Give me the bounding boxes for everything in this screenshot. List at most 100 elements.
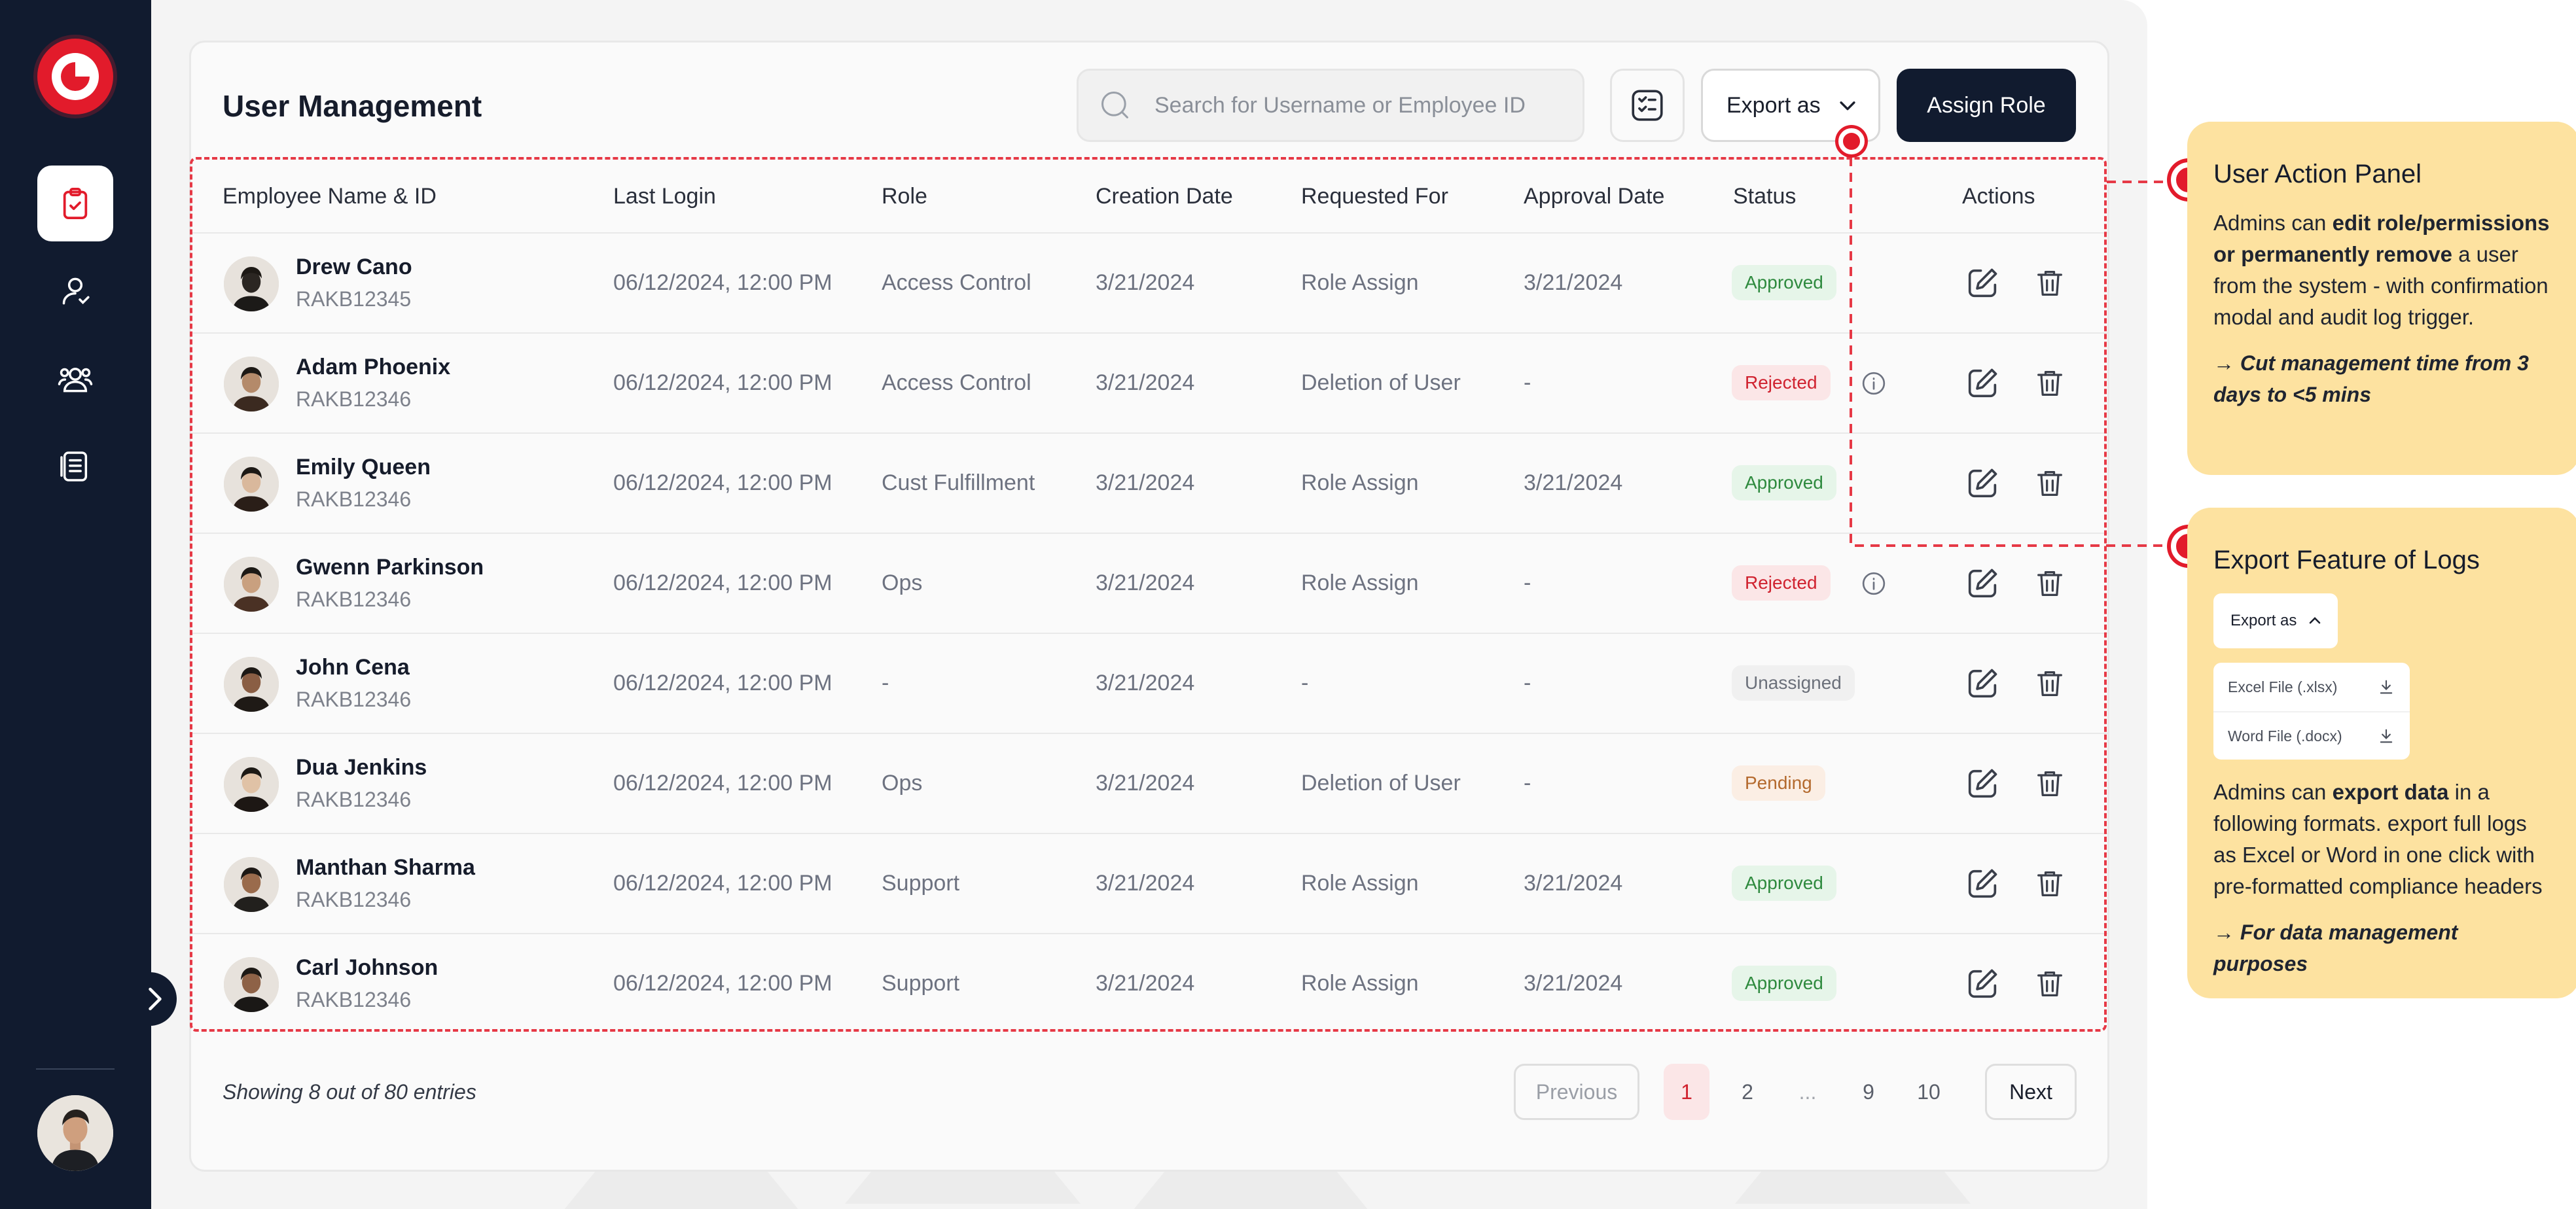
search-box[interactable] <box>1077 69 1584 142</box>
edit-icon[interactable] <box>1963 765 2001 803</box>
requested-for: Role Assign <box>1301 570 1419 595</box>
entries-count: Showing 8 out of 80 entries <box>223 1080 476 1104</box>
edit-icon[interactable] <box>1963 364 2001 402</box>
search-input[interactable] <box>1154 92 1560 118</box>
creation-date: 3/21/2024 <box>1096 470 1195 495</box>
employee-avatar <box>224 457 279 512</box>
edit-icon[interactable] <box>1963 565 2001 603</box>
table-row: Carl Johnson RAKB12346 06/12/2024, 12:00 P… <box>191 933 2107 1033</box>
table-row: Manthan Sharma RAKB12346 06/12/2024, 12:00… <box>191 833 2107 933</box>
approval-date: 3/21/2024 <box>1524 971 1623 996</box>
role: Support <box>882 871 960 896</box>
role: Ops <box>882 771 923 796</box>
status-badge: Unassigned <box>1732 665 1855 701</box>
employee-avatar <box>224 357 279 412</box>
employee-name[interactable]: John Cena <box>296 655 410 680</box>
nav-logs[interactable] <box>37 429 113 504</box>
page-1[interactable]: 1 <box>1664 1064 1709 1120</box>
status-badge: Approved <box>1732 465 1836 500</box>
nav-user[interactable] <box>37 253 113 329</box>
callout-title: Export Feature of Logs <box>2213 546 2480 574</box>
last-login: 06/12/2024, 12:00 PM <box>613 771 832 796</box>
page-9[interactable]: 9 <box>1863 1079 1874 1104</box>
table-row: Emily Queen RAKB12346 06/12/2024, 12:00 PM… <box>191 432 2107 533</box>
sidebar-divider <box>36 1068 115 1070</box>
status-badge: Rejected <box>1732 365 1831 400</box>
assign-role-button[interactable]: Assign Role <box>1897 69 2076 142</box>
info-icon[interactable] <box>1861 370 1887 396</box>
status-badge: Pending <box>1732 765 1825 801</box>
approval-date: - <box>1524 671 1531 695</box>
employee-avatar <box>224 557 279 612</box>
search-icon <box>1101 91 1128 118</box>
last-login: 06/12/2024, 12:00 PM <box>613 470 832 495</box>
employee-name[interactable]: Drew Cano <box>296 254 412 279</box>
edit-icon[interactable] <box>1963 264 2001 302</box>
employee-avatar <box>224 857 279 912</box>
checklist-filter-icon <box>1632 90 1663 121</box>
table-header: Employee Name & ID Last Login Role Creat… <box>191 160 2107 232</box>
next-button[interactable]: Next <box>1985 1064 2077 1120</box>
table-row: Drew Cano RAKB12345 06/12/2024, 12:00 PM Ac… <box>191 232 2107 332</box>
trash-icon[interactable] <box>2033 464 2067 502</box>
chevron-up-icon <box>2310 617 2321 624</box>
employee-id: RAKB12346 <box>296 788 412 811</box>
page-10[interactable]: 10 <box>1917 1079 1941 1104</box>
brand-logo[interactable] <box>37 39 113 114</box>
sidebar-collapse-button[interactable] <box>134 972 177 1026</box>
role: Support <box>882 971 960 996</box>
requested-for: Role Assign <box>1301 470 1419 495</box>
trash-icon[interactable] <box>2033 765 2067 803</box>
document-list-icon <box>60 451 88 482</box>
trash-icon[interactable] <box>2033 965 2067 1003</box>
col-status[interactable]: Status <box>1733 184 1797 209</box>
employee-id: RAKB12346 <box>296 688 412 711</box>
col-employee[interactable]: Employee Name & ID <box>223 184 437 209</box>
role: Ops <box>882 570 923 595</box>
status-badge: Rejected <box>1732 565 1831 601</box>
edit-icon[interactable] <box>1963 665 2001 703</box>
requested-for: Role Assign <box>1301 270 1419 295</box>
trash-icon[interactable] <box>2033 565 2067 603</box>
role: Access Control <box>882 270 1031 295</box>
edit-icon[interactable] <box>1963 865 2001 903</box>
employee-name[interactable]: Manthan Sharma <box>296 855 475 880</box>
creation-date: 3/21/2024 <box>1096 871 1195 896</box>
approval-date: - <box>1524 370 1531 395</box>
col-role[interactable]: Role <box>882 184 927 209</box>
trash-icon[interactable] <box>2033 264 2067 302</box>
col-requested-for[interactable]: Requested For <box>1301 184 1448 209</box>
role: Access Control <box>882 370 1031 395</box>
current-user-avatar[interactable] <box>37 1095 113 1171</box>
employee-id: RAKB12346 <box>296 888 412 911</box>
employee-name[interactable]: Carl Johnson <box>296 955 438 980</box>
previous-button[interactable]: Previous <box>1514 1064 1639 1120</box>
approval-date: - <box>1524 570 1531 595</box>
edit-icon[interactable] <box>1963 965 2001 1003</box>
col-last-login[interactable]: Last Login <box>613 184 716 209</box>
employee-name[interactable]: Gwenn Parkinson <box>296 555 484 580</box>
creation-date: 3/21/2024 <box>1096 671 1195 695</box>
employee-name[interactable]: Adam Phoenix <box>296 355 451 379</box>
nav-tasks[interactable] <box>37 166 113 241</box>
employee-avatar <box>224 657 279 712</box>
trash-icon[interactable] <box>2033 364 2067 402</box>
trash-icon[interactable] <box>2033 665 2067 703</box>
table-row: Adam Phoenix RAKB12346 06/12/2024, 12:00 P… <box>191 332 2107 432</box>
employee-name[interactable]: Dua Jenkins <box>296 755 427 780</box>
export-feature-callout: Export Feature of Logs Export as Excel F… <box>2187 508 2576 998</box>
creation-date: 3/21/2024 <box>1096 570 1195 595</box>
last-login: 06/12/2024, 12:00 PM <box>613 270 832 295</box>
page-2[interactable]: 2 <box>1742 1079 1753 1104</box>
edit-icon[interactable] <box>1963 464 2001 502</box>
info-icon[interactable] <box>1861 570 1887 597</box>
col-approval-date[interactable]: Approval Date <box>1524 184 1665 209</box>
export-as-label: Export as <box>1726 92 1821 118</box>
nav-users[interactable] <box>37 341 113 417</box>
employee-name[interactable]: Emily Queen <box>296 455 431 480</box>
trash-icon[interactable] <box>2033 865 2067 903</box>
filter-button[interactable] <box>1610 69 1685 142</box>
col-creation-date[interactable]: Creation Date <box>1096 184 1233 209</box>
employee-avatar <box>224 757 279 812</box>
role: Cust Fulfillment <box>882 470 1035 495</box>
